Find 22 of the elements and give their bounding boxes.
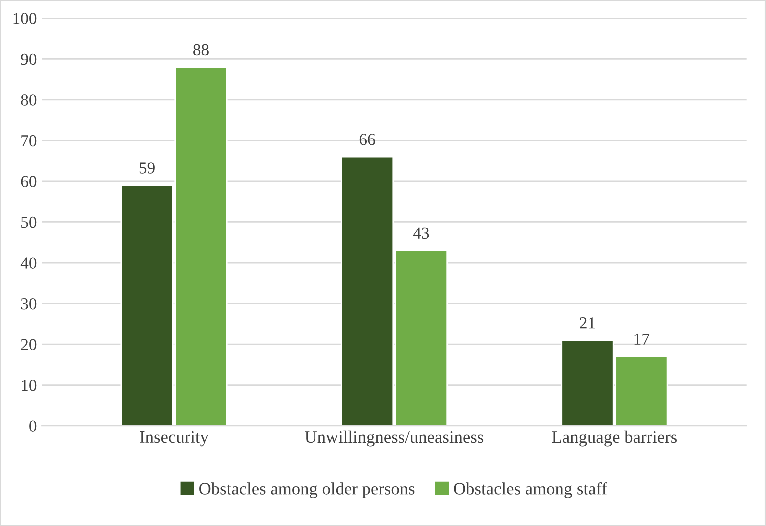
legend-label: Obstacles among staff bbox=[454, 482, 608, 498]
y-tick-label: 70 bbox=[22, 135, 37, 147]
data-label: 66 bbox=[360, 134, 376, 146]
y-tick-label: 90 bbox=[21, 54, 37, 66]
y-tick-label: 100 bbox=[14, 13, 37, 24]
y-tick-label: 20 bbox=[21, 339, 37, 350]
data-label: 88 bbox=[194, 44, 209, 56]
data-label: 21 bbox=[580, 318, 596, 329]
y-tick-label: 60 bbox=[21, 176, 37, 188]
y-tick-label: 80 bbox=[21, 94, 37, 106]
y-tick-label: 0 bbox=[30, 420, 37, 432]
data-label: 43 bbox=[413, 228, 430, 240]
legend-label: Obstacles among older persons bbox=[200, 482, 415, 498]
y-tick-label: 30 bbox=[21, 298, 37, 310]
x-tick-label: Unwillingness/uneasiness bbox=[305, 430, 484, 447]
data-label: 59 bbox=[140, 162, 155, 174]
x-tick-label: Language barriers bbox=[552, 430, 677, 447]
data-label: 17 bbox=[634, 334, 650, 345]
y-tick-label: 10 bbox=[22, 380, 37, 392]
y-tick-label: 40 bbox=[20, 258, 37, 269]
x-tick-label: Insecurity bbox=[140, 431, 209, 447]
y-tick-label: 50 bbox=[22, 216, 37, 228]
